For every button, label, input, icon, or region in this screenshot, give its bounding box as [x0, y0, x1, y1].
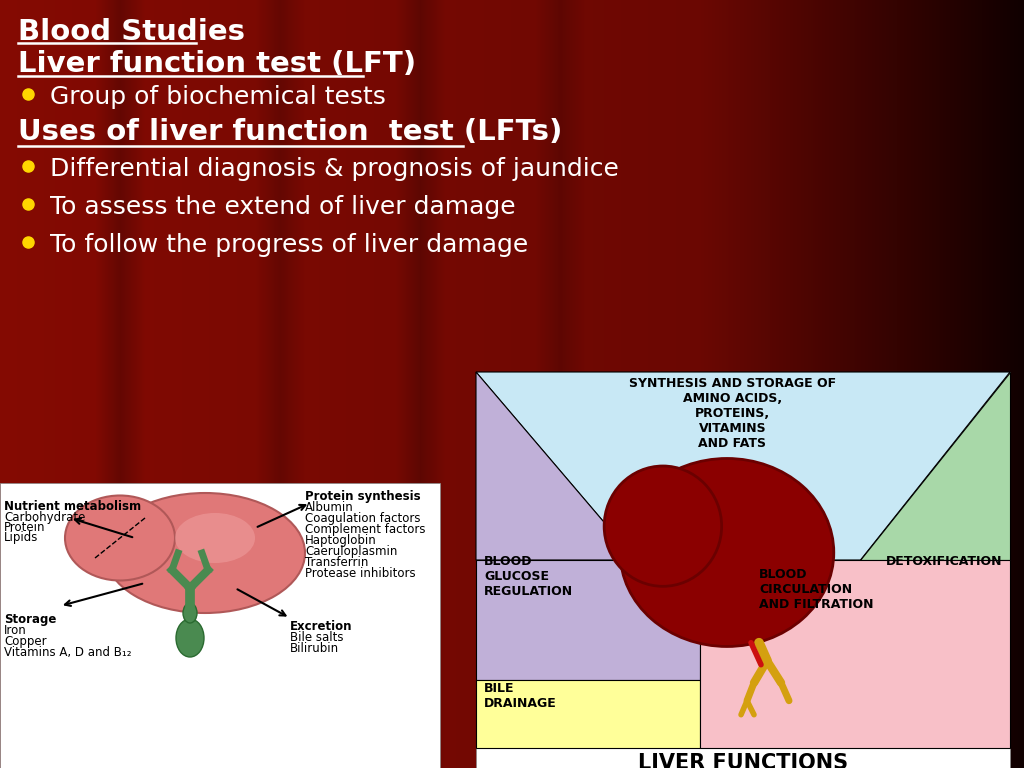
Ellipse shape: [621, 458, 834, 647]
Text: Blood Studies: Blood Studies: [18, 18, 245, 46]
Text: DETOXIFICATION: DETOXIFICATION: [886, 555, 1002, 568]
Text: BLOOD
CIRCULATION
AND FILTRATION: BLOOD CIRCULATION AND FILTRATION: [759, 568, 873, 611]
Ellipse shape: [604, 466, 722, 586]
Bar: [0, 483, 440, 768]
Text: Haptoglobin: Haptoglobin: [305, 534, 377, 547]
Text: BILE
DRAINAGE: BILE DRAINAGE: [484, 682, 557, 710]
Ellipse shape: [105, 493, 305, 613]
Polygon shape: [476, 372, 1010, 560]
Text: Albumin: Albumin: [305, 501, 353, 514]
Text: LIVER FUNCTIONS: LIVER FUNCTIONS: [638, 753, 848, 768]
Ellipse shape: [65, 495, 175, 581]
Bar: [476, 748, 1010, 768]
Text: Copper: Copper: [4, 635, 47, 648]
Text: Complement factors: Complement factors: [305, 523, 426, 536]
Bar: [476, 680, 700, 748]
Text: Group of biochemical tests: Group of biochemical tests: [50, 85, 386, 109]
Text: Vitamins A, D and B₁₂: Vitamins A, D and B₁₂: [4, 646, 131, 659]
Text: Iron: Iron: [4, 624, 27, 637]
Text: Bilirubin: Bilirubin: [290, 642, 339, 655]
Text: Protease inhibitors: Protease inhibitors: [305, 567, 416, 580]
Text: Uses of liver function  test (LFTs): Uses of liver function test (LFTs): [18, 118, 562, 146]
Text: SYNTHESIS AND STORAGE OF
AMINO ACIDS,
PROTEINS,
VITAMINS
AND FATS: SYNTHESIS AND STORAGE OF AMINO ACIDS, PR…: [629, 377, 836, 450]
Polygon shape: [476, 372, 636, 560]
Polygon shape: [860, 372, 1010, 560]
Text: Differential diagnosis & prognosis of jaundice: Differential diagnosis & prognosis of ja…: [50, 157, 618, 181]
Text: Coagulation factors: Coagulation factors: [305, 512, 421, 525]
Ellipse shape: [183, 603, 197, 623]
Bar: [700, 560, 1010, 748]
Ellipse shape: [175, 513, 255, 563]
Text: Protein synthesis: Protein synthesis: [305, 490, 421, 503]
Text: Carbohydrate: Carbohydrate: [4, 511, 85, 524]
Bar: [476, 372, 1010, 748]
Ellipse shape: [176, 619, 204, 657]
Text: Caeruloplasmin: Caeruloplasmin: [305, 545, 397, 558]
Text: Excretion: Excretion: [290, 620, 352, 633]
Bar: [476, 560, 700, 680]
Text: Bile salts: Bile salts: [290, 631, 343, 644]
Text: Liver function test (LFT): Liver function test (LFT): [18, 50, 416, 78]
Text: To follow the progress of liver damage: To follow the progress of liver damage: [50, 233, 528, 257]
Text: BLOOD
GLUCOSE
REGULATION: BLOOD GLUCOSE REGULATION: [484, 555, 573, 598]
Text: Transferrin: Transferrin: [305, 556, 369, 569]
Text: Storage: Storage: [4, 613, 56, 626]
Text: To assess the extend of liver damage: To assess the extend of liver damage: [50, 195, 516, 219]
Text: Nutrient metabolism: Nutrient metabolism: [4, 500, 141, 513]
Text: Protein: Protein: [4, 521, 45, 534]
Text: Lipids: Lipids: [4, 531, 38, 544]
